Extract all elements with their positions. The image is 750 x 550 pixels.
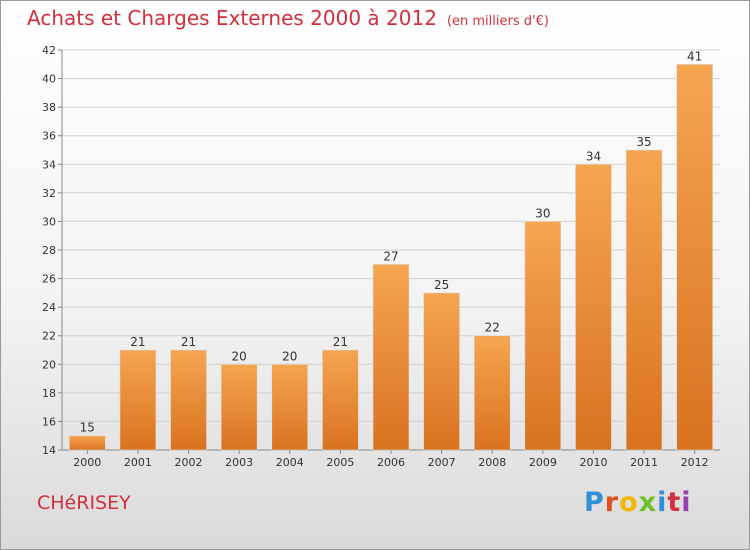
value-label-2005: 21 xyxy=(333,335,348,349)
value-label-2000: 15 xyxy=(80,421,95,435)
bar-2010 xyxy=(575,163,612,451)
unit-label: (en milliers d'€) xyxy=(446,14,549,29)
y-tick-label: 36 xyxy=(42,130,56,143)
value-label-2008: 22 xyxy=(485,321,500,335)
y-tick-label: 24 xyxy=(42,301,56,314)
bar-2003 xyxy=(220,363,258,451)
y-tick-label: 28 xyxy=(42,244,56,257)
bar-2007 xyxy=(423,292,460,451)
y-tick-label: 20 xyxy=(42,358,56,371)
bar-2006 xyxy=(372,263,410,451)
y-tick-label: 32 xyxy=(42,187,56,200)
value-label-2012: 41 xyxy=(687,49,702,63)
bar-2008 xyxy=(473,335,511,451)
y-tick-label: 26 xyxy=(42,273,56,286)
value-label-2010: 34 xyxy=(586,149,601,163)
x-tick-label: 2004 xyxy=(276,456,304,469)
bar-2001 xyxy=(119,349,157,451)
axes: 14 16 18 20 22 24 26 28 30 32 34 36 38 40 42 xyxy=(42,44,720,457)
value-label-2002: 21 xyxy=(181,335,196,349)
y-tick-label: 30 xyxy=(42,215,56,228)
x-tick-label: 2007 xyxy=(428,456,456,469)
x-tick-label: 2000 xyxy=(73,456,101,469)
value-label-2001: 21 xyxy=(130,335,145,349)
x-tick-label: 2001 xyxy=(124,456,152,469)
labels: 15 2000 21 2001 21 2002 20 2003 20 2004 21 2005 27 20… xyxy=(73,49,708,469)
bar-2005 xyxy=(322,349,359,451)
y-tick-label: 38 xyxy=(42,101,56,114)
x-tick-label: 2012 xyxy=(681,456,709,469)
y-tick-label: 40 xyxy=(42,73,56,86)
value-label-2003: 20 xyxy=(232,349,247,363)
x-tick-label: 2005 xyxy=(326,456,354,469)
bar-2009 xyxy=(524,221,562,451)
y-tick-label: 16 xyxy=(42,415,56,428)
x-tick-label: 2003 xyxy=(225,456,253,469)
x-tick-label: 2011 xyxy=(630,456,658,469)
town-name: CHéRISEY xyxy=(37,492,131,514)
y-tick-label: 14 xyxy=(42,444,56,457)
x-tick-label: 2006 xyxy=(377,456,405,469)
y-tick-label: 22 xyxy=(42,330,56,343)
bar-2002 xyxy=(170,349,207,451)
value-label-2009: 30 xyxy=(535,206,550,220)
bars xyxy=(69,63,713,451)
y-tick-label: 18 xyxy=(42,387,56,400)
chart-title: Achats et Charges Externes 2000 à 2012 (e… xyxy=(27,6,549,30)
y-tick-label: 34 xyxy=(42,158,56,171)
bar-2011 xyxy=(625,149,663,451)
x-tick-label: 2010 xyxy=(579,456,607,469)
bar-2000 xyxy=(69,435,106,451)
x-tick-label: 2002 xyxy=(175,456,203,469)
x-tick-label: 2009 xyxy=(529,456,557,469)
value-label-2004: 20 xyxy=(282,349,297,363)
bar-2012 xyxy=(676,63,713,451)
proxiti-logo: Proxiti xyxy=(584,487,692,518)
value-label-2011: 35 xyxy=(636,135,651,149)
title-text: Achats et Charges Externes 2000 à 2012 xyxy=(27,6,437,30)
value-label-2007: 25 xyxy=(434,278,449,292)
y-tick-label: 42 xyxy=(42,44,56,57)
x-tick-label: 2008 xyxy=(478,456,506,469)
value-label-2006: 27 xyxy=(383,249,398,263)
bar-2004 xyxy=(271,363,309,451)
